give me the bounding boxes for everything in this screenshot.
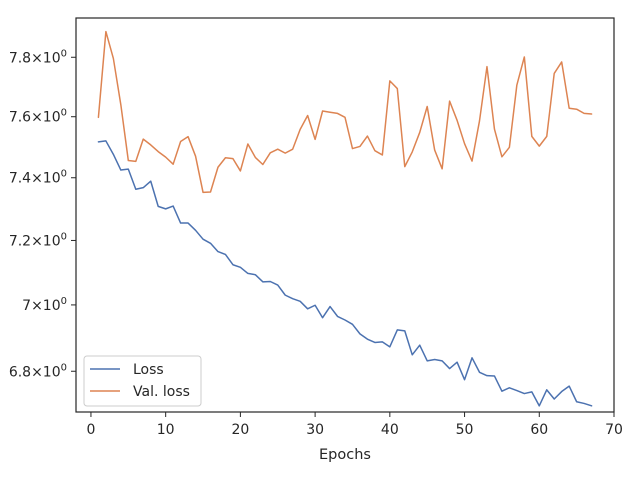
legend: Loss Val. loss: [83, 355, 202, 407]
legend-label-val-loss: Val. loss: [133, 384, 190, 400]
y-tick-label: 7.6×100: [9, 108, 67, 126]
plot-area: [75, 17, 615, 413]
y-tick-label: 6.8×100: [9, 362, 67, 380]
x-tick-label: 30: [306, 422, 324, 438]
x-tick-label: 0: [86, 422, 95, 438]
x-tick-label: 60: [530, 422, 548, 438]
x-tick-label: 70: [605, 422, 623, 438]
x-tick-label: 20: [231, 422, 249, 438]
series-line-loss: [97, 140, 593, 407]
x-axis: 0 10 20 30 40 50 60 70: [86, 412, 623, 438]
x-tick-label: 40: [381, 422, 399, 438]
series-line-val-loss: [97, 30, 593, 194]
x-axis-label: Epochs: [319, 447, 371, 463]
legend-label-loss: Loss: [133, 362, 164, 378]
y-tick-label: 7.4×100: [9, 169, 67, 187]
y-tick-label: 7×100: [22, 296, 67, 314]
x-tick-label: 10: [157, 422, 175, 438]
plot-frame: [75, 17, 615, 413]
y-tick-label: 7.2×100: [9, 231, 67, 249]
y-axis: 6.8×100 7×100 7.2×100 7.4×100 7.6×100 7.8×100: [9, 48, 76, 380]
x-tick-label: 50: [456, 422, 474, 438]
y-tick-label: 7.8×100: [9, 48, 67, 66]
